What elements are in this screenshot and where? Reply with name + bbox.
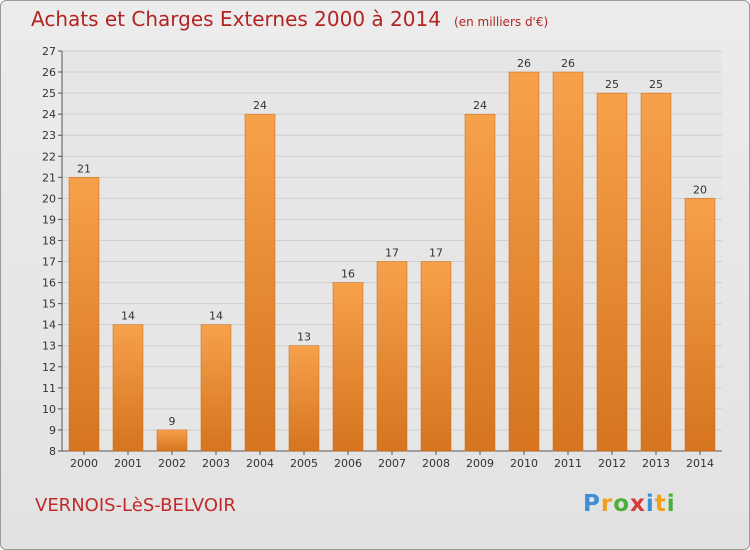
- chart-unit: (en milliers d'€): [454, 15, 549, 29]
- y-tick-label: 13: [42, 340, 56, 353]
- bar-value-label: 17: [385, 247, 399, 260]
- y-tick-label: 20: [42, 192, 56, 205]
- x-tick-label: 2010: [510, 457, 538, 470]
- chart-title-block: Achats et Charges Externes 2000 à 2014 (…: [31, 7, 548, 31]
- x-tick-label: 2005: [290, 457, 318, 470]
- y-tick-label: 14: [42, 319, 56, 332]
- municipality-name: VERNOIS-LèS-BELVOIR: [35, 495, 236, 516]
- x-tick-label: 2007: [378, 457, 406, 470]
- bar-2014: [684, 198, 716, 452]
- x-tick-label: 2004: [246, 457, 274, 470]
- y-tick-label: 27: [42, 45, 56, 58]
- y-tick-label: 19: [42, 213, 56, 226]
- bar-2000: [68, 177, 100, 452]
- y-tick-label: 8: [49, 445, 56, 458]
- x-tick-label: 2013: [642, 457, 670, 470]
- bar-2013: [640, 92, 672, 452]
- y-tick-label: 10: [42, 403, 56, 416]
- bar-value-label: 24: [473, 99, 487, 112]
- x-tick-label: 2008: [422, 457, 450, 470]
- bar-value-label: 14: [209, 310, 223, 323]
- y-tick-label: 22: [42, 150, 56, 163]
- x-tick-label: 2011: [554, 457, 582, 470]
- y-tick-label: 24: [42, 108, 56, 121]
- bar-2009: [464, 113, 496, 452]
- x-tick-label: 2001: [114, 457, 142, 470]
- proxiti-logo: Proxiti: [583, 491, 676, 517]
- bar-value-label: 20: [693, 183, 707, 196]
- bar-value-label: 16: [341, 268, 355, 281]
- y-tick-label: 9: [49, 424, 56, 437]
- bar-2011: [552, 71, 584, 452]
- bar-value-label: 17: [429, 247, 443, 260]
- x-tick-label: 2003: [202, 457, 230, 470]
- bar-2001: [112, 324, 144, 452]
- chart-title: Achats et Charges Externes 2000 à 2014: [31, 7, 441, 31]
- x-tick-label: 2012: [598, 457, 626, 470]
- bar-2008: [420, 261, 452, 452]
- bar-2010: [508, 71, 540, 452]
- bar-value-label: 26: [561, 57, 575, 70]
- bar-value-label: 21: [77, 162, 91, 175]
- y-tick-label: 18: [42, 234, 56, 247]
- bar-value-label: 13: [297, 331, 311, 344]
- bar-2012: [596, 92, 628, 452]
- bar-2006: [332, 282, 364, 452]
- bar-value-label: 25: [649, 78, 663, 91]
- bar-2005: [288, 345, 320, 452]
- y-tick-label: 21: [42, 171, 56, 184]
- y-tick-label: 12: [42, 361, 56, 374]
- bar-2003: [200, 324, 232, 452]
- y-tick-label: 26: [42, 66, 56, 79]
- bar-value-label: 24: [253, 99, 267, 112]
- x-tick-label: 2014: [686, 457, 714, 470]
- bar-2004: [244, 113, 276, 452]
- y-tick-label: 25: [42, 87, 56, 100]
- x-tick-label: 2000: [70, 457, 98, 470]
- bar-value-label: 14: [121, 310, 135, 323]
- y-tick-label: 11: [42, 382, 56, 395]
- y-tick-label: 16: [42, 277, 56, 290]
- x-tick-label: 2006: [334, 457, 362, 470]
- bar-value-label: 26: [517, 57, 531, 70]
- x-tick-label: 2002: [158, 457, 186, 470]
- bar-value-label: 25: [605, 78, 619, 91]
- bar-value-label: 9: [169, 415, 176, 428]
- x-tick-label: 2009: [466, 457, 494, 470]
- y-tick-label: 15: [42, 298, 56, 311]
- bar-2007: [376, 261, 408, 452]
- y-tick-label: 23: [42, 129, 56, 142]
- bar-2002: [156, 429, 188, 452]
- y-tick-label: 17: [42, 256, 56, 269]
